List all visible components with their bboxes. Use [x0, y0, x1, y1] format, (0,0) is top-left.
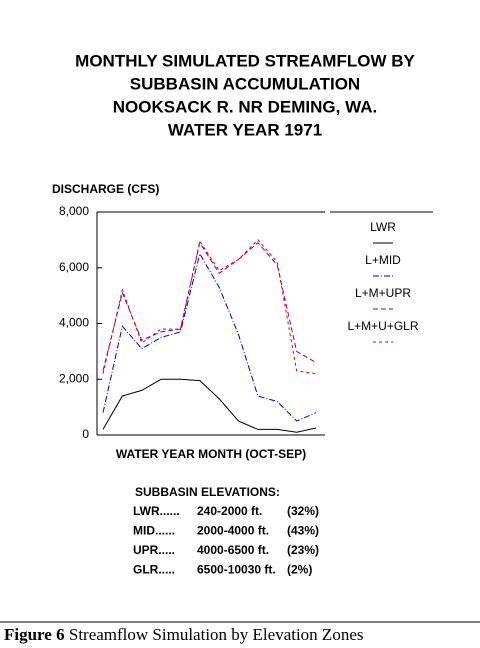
- y-tick-label: 4,000: [59, 316, 89, 330]
- elevation-text: (23%): [287, 543, 319, 557]
- legend-label: L+M+U+GLR: [347, 319, 418, 333]
- y-tick-label: 2,000: [59, 371, 89, 385]
- elevation-text: UPR.....: [133, 543, 175, 557]
- legend-label: LWR: [370, 220, 396, 234]
- elevation-text: 4000-6500 ft.: [197, 543, 269, 557]
- elevation-text: LWR......: [133, 504, 180, 518]
- elevation-text: (2%): [287, 563, 312, 577]
- series-line: [102, 241, 317, 372]
- chart-title: SUBBASIN ACCUMULATION: [130, 74, 360, 93]
- legend-label: L+M+UPR: [355, 286, 411, 300]
- chart-title: WATER YEAR 1971: [168, 120, 322, 139]
- elevation-text: 2000-4000 ft.: [197, 524, 269, 538]
- caption-text: Streamflow Simulation by Elevation Zones: [69, 625, 364, 644]
- y-tick-label: 0: [82, 427, 89, 441]
- y-tick-label: 6,000: [59, 260, 89, 274]
- y-axis-label: DISCHARGE (CFS): [52, 182, 159, 196]
- elevation-text: GLR.....: [133, 563, 175, 577]
- elevation-text: (43%): [287, 524, 319, 538]
- elevation-text: 6500-10030 ft.: [197, 563, 276, 577]
- chart-title: NOOKSACK R. NR DEMING, WA.: [113, 97, 377, 116]
- elevation-text: (32%): [287, 504, 319, 518]
- chart-title: MONTHLY SIMULATED STREAMFLOW BY: [75, 51, 415, 70]
- x-axis-label: WATER YEAR MONTH (OCT-SEP): [116, 447, 306, 461]
- caption: Figure 6 Streamflow Simulation by Elevat…: [4, 625, 363, 644]
- caption-label: Figure 6: [4, 625, 65, 644]
- elevation-heading: SUBBASIN ELEVATIONS:: [135, 485, 280, 499]
- series-line: [102, 239, 317, 375]
- legend-label: L+MID: [365, 253, 401, 267]
- y-tick-label: 8,000: [59, 204, 89, 218]
- elevation-text: 240-2000 ft.: [197, 504, 262, 518]
- series-line: [102, 378, 317, 433]
- elevation-text: MID......: [133, 524, 175, 538]
- series-line: [102, 252, 317, 422]
